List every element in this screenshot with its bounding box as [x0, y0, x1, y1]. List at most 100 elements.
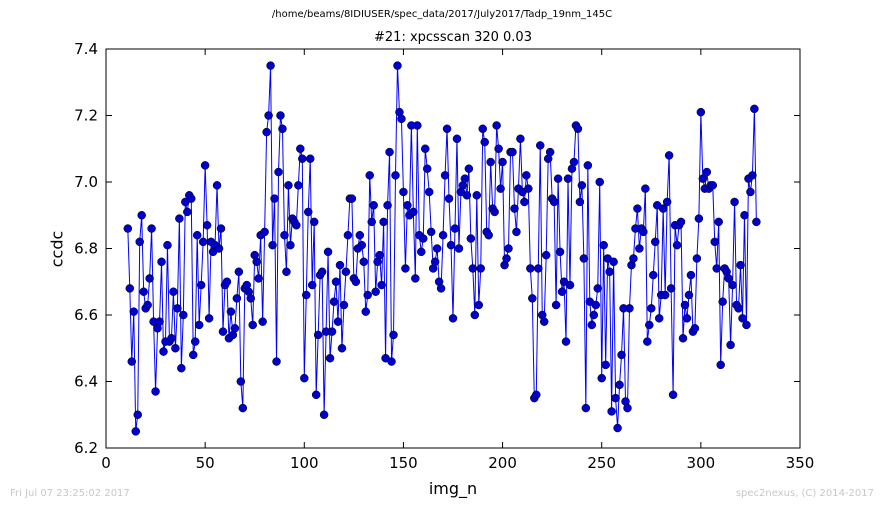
data-point — [470, 310, 480, 320]
data-point — [309, 217, 319, 227]
data-point — [143, 300, 152, 310]
y-tick-label: 7.4 — [74, 40, 98, 58]
data-point — [448, 314, 458, 323]
data-point — [639, 227, 648, 237]
data-point — [131, 427, 140, 436]
data-point — [129, 307, 139, 316]
data-point — [591, 300, 601, 310]
data-point — [254, 274, 263, 283]
y-tick-label: 6.2 — [74, 439, 98, 457]
data-point — [169, 287, 178, 296]
data-point — [579, 254, 589, 263]
data-point — [668, 390, 678, 400]
data-point — [234, 267, 244, 277]
data-point — [686, 270, 696, 280]
data-point — [323, 247, 333, 257]
data-point — [565, 280, 575, 290]
data-point — [446, 240, 456, 250]
data-point — [651, 237, 660, 247]
x-tick-label: 300 — [687, 454, 716, 472]
x-tick-label: 150 — [389, 454, 418, 472]
data-point — [383, 201, 392, 210]
data-point — [198, 237, 208, 247]
data-point — [647, 304, 656, 313]
data-point — [365, 171, 374, 180]
data-point — [662, 197, 672, 207]
data-point — [658, 204, 668, 213]
data-point — [643, 337, 652, 346]
data-point — [629, 254, 638, 263]
data-point — [135, 237, 144, 247]
data-point — [192, 230, 202, 240]
data-point — [607, 407, 616, 416]
data-point — [676, 217, 686, 227]
data-point — [307, 280, 317, 290]
data-point — [666, 284, 676, 293]
data-point — [474, 300, 484, 310]
data-point — [284, 181, 293, 190]
data-point — [752, 217, 761, 227]
data-point — [196, 280, 206, 290]
data-point — [460, 174, 470, 183]
data-point — [375, 250, 384, 260]
y-axis-label: ccdc — [47, 230, 67, 268]
footer-credit: spec2nexus, (C) 2014-2017 — [735, 488, 874, 499]
data-point — [357, 240, 367, 250]
data-point — [746, 187, 755, 197]
data-point — [222, 277, 232, 286]
data-point — [238, 403, 248, 413]
x-tick-label: 350 — [786, 454, 815, 472]
data-point — [532, 390, 541, 400]
data-point — [268, 240, 277, 250]
data-point — [426, 227, 436, 237]
data-point — [478, 124, 487, 134]
data-point — [432, 244, 442, 253]
data-point — [171, 344, 180, 353]
data-point — [361, 307, 370, 316]
data-point — [204, 314, 214, 323]
data-point — [133, 410, 142, 419]
data-point — [740, 211, 749, 220]
data-point — [605, 267, 614, 277]
x-tick-label: 200 — [488, 454, 517, 472]
data-point — [635, 244, 644, 253]
data-point — [258, 317, 267, 326]
data-point — [413, 121, 422, 130]
data-point — [728, 280, 737, 290]
data-point — [278, 124, 287, 134]
data-point — [577, 181, 587, 190]
tick-layer: 0 50 100 150 200 250 300 350 6.2 6.4 6.6 6.8 7.0 7.2 7… — [74, 40, 814, 472]
data-point — [163, 240, 172, 250]
data-point — [333, 317, 343, 326]
data-point — [252, 257, 261, 267]
data-point — [401, 264, 410, 273]
data-point — [587, 320, 597, 330]
data-point — [325, 353, 335, 363]
data-point — [645, 320, 654, 330]
data-point — [690, 324, 700, 333]
data-point — [123, 224, 133, 233]
data-point — [367, 217, 376, 227]
data-point — [476, 264, 486, 273]
data-point — [155, 317, 164, 326]
data-point — [599, 240, 608, 250]
data-point — [190, 337, 200, 346]
data-point — [173, 304, 182, 313]
data-point — [187, 194, 196, 203]
data-point — [389, 330, 398, 340]
y-tick-label: 6.8 — [74, 240, 98, 258]
data-point — [492, 121, 501, 130]
data-point — [387, 357, 396, 366]
data-point — [139, 287, 148, 296]
data-point — [359, 257, 369, 267]
data-point — [385, 147, 394, 157]
data-point — [319, 410, 329, 419]
data-point — [692, 254, 702, 263]
data-point — [393, 61, 402, 70]
data-point — [716, 360, 725, 370]
data-point — [694, 214, 704, 223]
data-point — [536, 141, 545, 150]
data-point — [183, 207, 192, 217]
data-point — [714, 217, 723, 227]
data-point — [702, 167, 712, 177]
